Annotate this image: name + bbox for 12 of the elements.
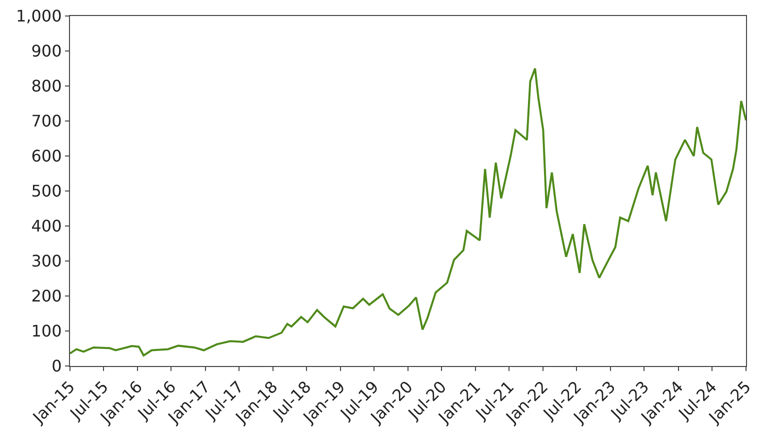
y-tick-label: 0 [52,356,62,376]
y-tick-label: 100 [31,322,62,341]
y-tick-label: 200 [31,286,62,306]
y-tick-label: 800 [31,76,62,96]
line-series [70,68,746,356]
y-tick-label: 700 [31,112,62,131]
y-tick-label: 1,000 [16,6,62,26]
y-tick-label: 300 [31,252,62,271]
y-tick-label: 400 [31,216,62,236]
y-tick-label: 900 [31,42,62,61]
y-tick-label: 600 [31,146,62,166]
y-tick-label: 500 [31,182,62,201]
